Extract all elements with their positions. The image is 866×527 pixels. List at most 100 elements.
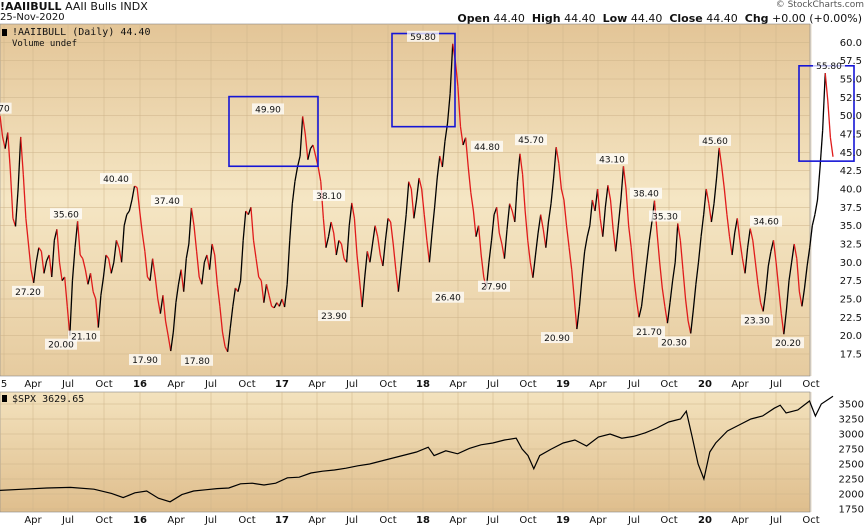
series-segment xyxy=(811,214,816,226)
series-segment xyxy=(188,208,193,245)
series-segment xyxy=(48,254,53,278)
series-segment xyxy=(775,262,780,289)
series-segment xyxy=(252,240,257,259)
series-segment xyxy=(392,243,397,270)
spx-x-tick: Oct xyxy=(379,515,396,526)
series-segment xyxy=(304,133,309,160)
annotation-bg xyxy=(0,102,12,114)
series-segment xyxy=(708,203,713,223)
series-segment xyxy=(410,188,415,219)
main-x-tick: Oct xyxy=(95,379,112,390)
spx-legend-swatch xyxy=(2,395,7,402)
series-segment xyxy=(17,136,22,190)
spx-x-tick: Jul xyxy=(345,515,358,526)
annotation-label: 23.30 xyxy=(744,316,770,326)
annotation-bg xyxy=(318,310,350,322)
series-segment xyxy=(465,137,469,168)
series-segment xyxy=(537,214,542,234)
series-segment xyxy=(741,258,746,274)
annotation-bg xyxy=(750,215,782,227)
series-segment xyxy=(752,240,757,263)
main-y-tick: 57.5 xyxy=(840,56,862,67)
series-segment xyxy=(0,115,4,138)
annotation-label: 35.30 xyxy=(652,212,678,222)
highlight-box xyxy=(228,95,319,168)
series-segment xyxy=(664,306,669,324)
series-segment xyxy=(216,284,221,307)
series-segment xyxy=(457,86,462,127)
annotation-bg xyxy=(45,338,77,350)
series-segment xyxy=(291,181,296,204)
annotation-bg xyxy=(478,280,510,292)
annotation-label: 21.10 xyxy=(71,333,97,343)
open-value: 44.40 xyxy=(493,12,525,25)
spx-x-tick: Apr xyxy=(731,515,749,526)
annotation-bg xyxy=(471,140,503,152)
spx-x-tick: 20 xyxy=(698,515,712,526)
series-segment xyxy=(816,166,821,201)
series-segment xyxy=(382,240,387,267)
series-segment xyxy=(436,155,441,179)
series-segment xyxy=(726,214,731,237)
annotation-bg xyxy=(515,134,547,146)
series-segment xyxy=(353,218,358,256)
annotation-bg xyxy=(313,189,345,201)
main-y-tick: 40.0 xyxy=(840,185,862,196)
spx-x-tick: Apr xyxy=(24,515,42,526)
series-segment xyxy=(299,116,304,157)
series-segment xyxy=(806,247,811,267)
series-segment xyxy=(809,225,813,248)
series-segment xyxy=(560,188,565,201)
series-segment xyxy=(803,265,808,289)
series-segment xyxy=(695,262,700,285)
close-label: Close xyxy=(669,12,703,25)
annotation-bg xyxy=(649,210,681,222)
series-segment xyxy=(736,218,741,241)
series-segment xyxy=(377,236,381,256)
series-segment xyxy=(242,210,247,241)
annotation-bg xyxy=(741,314,773,326)
series-segment xyxy=(340,243,345,259)
main-y-tick: 20.0 xyxy=(840,331,862,342)
series-segment xyxy=(516,153,521,182)
annotation-label: 44.80 xyxy=(474,143,500,153)
main-y-tick: 45.0 xyxy=(840,148,862,159)
spx-x-tick: Apr xyxy=(167,515,185,526)
high-label: High xyxy=(531,12,561,25)
annotation-label: 38.10 xyxy=(316,192,342,202)
main-y-tick: 50.0 xyxy=(840,111,862,122)
spx-y-tick: 2750 xyxy=(839,445,864,456)
series-segment xyxy=(671,262,676,281)
spx-x-tick: Oct xyxy=(238,515,255,526)
series-segment xyxy=(765,265,769,292)
series-segment xyxy=(255,258,260,278)
series-segment xyxy=(346,225,350,263)
series-segment xyxy=(798,291,803,307)
main-x-tick: 18 xyxy=(416,379,430,390)
series-segment xyxy=(415,177,420,201)
annotation-bg xyxy=(541,332,573,344)
annotation-label: 43.10 xyxy=(599,155,625,165)
series-segment xyxy=(767,251,772,267)
series-segment xyxy=(762,291,767,312)
main-legend: !AAIIBULL (Daily) 44.40 xyxy=(12,27,150,38)
series-segment xyxy=(356,254,361,281)
series-segment xyxy=(550,177,555,204)
series-segment xyxy=(38,247,42,252)
series-segment xyxy=(472,210,477,237)
series-segment xyxy=(317,166,322,182)
series-segment xyxy=(615,225,619,252)
spx-y-tick: 3000 xyxy=(839,430,864,441)
series-segment xyxy=(519,153,524,175)
open-label: Open xyxy=(457,12,490,25)
annotation-bg xyxy=(658,336,690,348)
series-segment xyxy=(547,203,552,223)
annotation-label: 45.70 xyxy=(518,136,544,146)
series-segment xyxy=(371,225,376,245)
series-segment xyxy=(563,199,568,226)
series-segment xyxy=(602,207,606,237)
series-segment xyxy=(524,210,529,241)
spx-x-tick: 16 xyxy=(133,515,147,526)
main-y-tick: 37.5 xyxy=(840,203,862,214)
